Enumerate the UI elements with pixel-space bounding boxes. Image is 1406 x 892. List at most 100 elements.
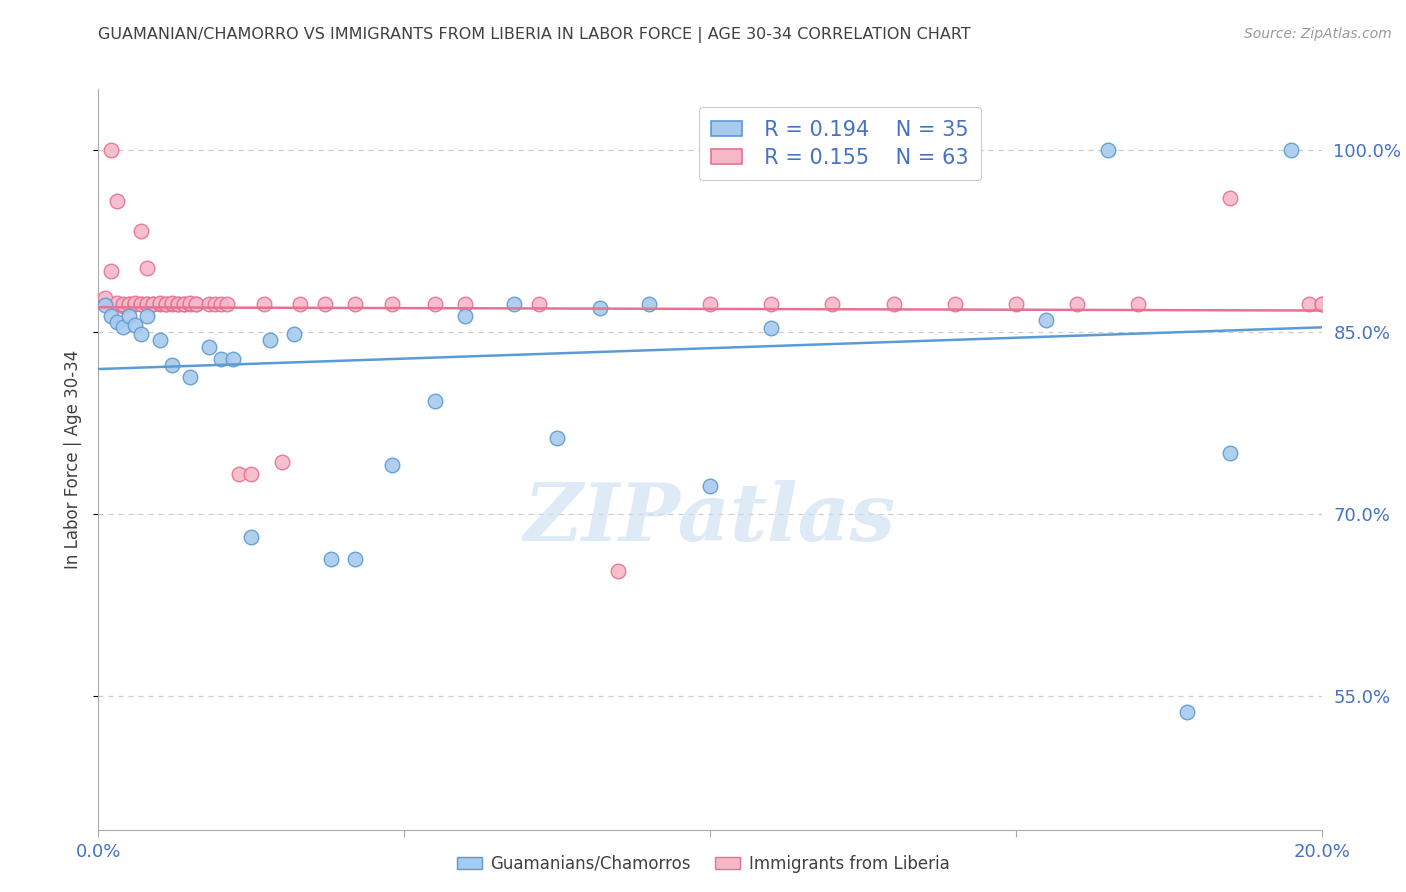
Legend: Guamanians/Chamorros, Immigrants from Liberia: Guamanians/Chamorros, Immigrants from Li… xyxy=(450,848,956,880)
Point xyxy=(118,297,141,311)
Point xyxy=(105,295,128,310)
Point xyxy=(270,455,292,469)
Point xyxy=(503,297,526,311)
Point xyxy=(118,309,141,323)
Point xyxy=(215,297,238,311)
Point xyxy=(186,297,208,311)
Point xyxy=(105,194,128,208)
Point xyxy=(124,318,146,332)
Point xyxy=(1175,705,1198,719)
Point xyxy=(179,295,201,310)
Legend:   R = 0.194    N = 35,   R = 0.155    N = 63: R = 0.194 N = 35, R = 0.155 N = 63 xyxy=(699,107,981,180)
Point xyxy=(179,297,201,311)
Point xyxy=(314,297,336,311)
Point xyxy=(1219,191,1241,205)
Point xyxy=(699,297,721,311)
Point xyxy=(699,479,721,493)
Text: ZIPatlas: ZIPatlas xyxy=(524,480,896,558)
Point xyxy=(527,297,550,311)
Point xyxy=(197,339,219,353)
Y-axis label: In Labor Force | Age 30-34: In Labor Force | Age 30-34 xyxy=(63,350,82,569)
Point xyxy=(142,297,165,311)
Point xyxy=(105,315,128,329)
Point xyxy=(179,369,201,384)
Point xyxy=(93,291,115,305)
Point xyxy=(423,297,446,311)
Point xyxy=(111,298,134,312)
Point xyxy=(160,295,183,310)
Point xyxy=(1097,143,1119,157)
Point xyxy=(259,334,281,348)
Point xyxy=(1035,313,1057,327)
Point xyxy=(228,467,250,481)
Point xyxy=(111,300,134,314)
Point xyxy=(129,224,152,238)
Point xyxy=(136,309,159,323)
Point xyxy=(883,297,905,311)
Point xyxy=(129,297,152,311)
Point xyxy=(454,297,477,311)
Point xyxy=(283,327,305,342)
Point xyxy=(381,297,404,311)
Point xyxy=(852,143,875,157)
Point xyxy=(319,552,342,566)
Point xyxy=(240,530,263,544)
Point xyxy=(100,264,122,278)
Point xyxy=(607,564,630,578)
Point xyxy=(222,351,245,366)
Point xyxy=(124,297,146,311)
Point xyxy=(454,309,477,323)
Point xyxy=(100,143,122,157)
Point xyxy=(155,297,177,311)
Point xyxy=(821,297,844,311)
Point xyxy=(186,297,208,311)
Point xyxy=(197,297,219,311)
Point xyxy=(149,334,172,348)
Point xyxy=(124,295,146,310)
Point xyxy=(136,260,159,275)
Point xyxy=(589,301,612,315)
Point xyxy=(100,309,122,323)
Point xyxy=(344,297,367,311)
Point xyxy=(546,431,568,445)
Point xyxy=(111,320,134,334)
Point xyxy=(209,297,232,311)
Point xyxy=(1066,297,1088,311)
Point xyxy=(759,297,782,311)
Point xyxy=(167,297,190,311)
Point xyxy=(1219,446,1241,460)
Point xyxy=(173,297,195,311)
Text: Source: ZipAtlas.com: Source: ZipAtlas.com xyxy=(1244,27,1392,41)
Point xyxy=(173,297,195,311)
Point xyxy=(149,297,172,311)
Point xyxy=(155,297,177,311)
Point xyxy=(167,297,190,311)
Point xyxy=(423,394,446,409)
Point xyxy=(759,321,782,335)
Point xyxy=(1310,297,1333,311)
Point xyxy=(209,351,232,366)
Point xyxy=(1128,297,1150,311)
Point xyxy=(381,458,404,473)
Point xyxy=(129,327,152,342)
Point xyxy=(252,297,274,311)
Point xyxy=(1298,297,1320,311)
Point xyxy=(160,297,183,311)
Point xyxy=(1004,297,1026,311)
Point xyxy=(943,143,966,157)
Point xyxy=(129,297,152,311)
Point xyxy=(124,297,146,311)
Point xyxy=(637,297,661,311)
Point xyxy=(142,297,165,311)
Point xyxy=(943,297,966,311)
Point xyxy=(290,297,312,311)
Point xyxy=(204,297,226,311)
Point xyxy=(118,297,141,311)
Point xyxy=(136,297,159,311)
Text: GUAMANIAN/CHAMORRO VS IMMIGRANTS FROM LIBERIA IN LABOR FORCE | AGE 30-34 CORRELA: GUAMANIAN/CHAMORRO VS IMMIGRANTS FROM LI… xyxy=(98,27,972,43)
Point xyxy=(240,467,263,481)
Point xyxy=(160,358,183,372)
Point xyxy=(1279,143,1302,157)
Point xyxy=(111,297,134,311)
Point xyxy=(149,295,172,310)
